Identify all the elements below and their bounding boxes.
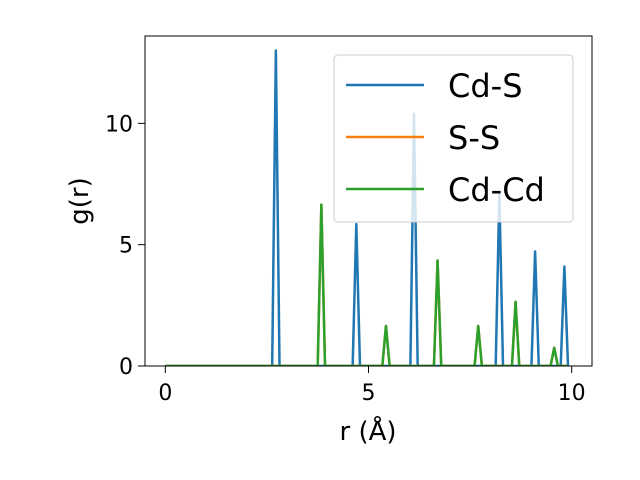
y-tick-label: 5 [119, 234, 133, 259]
y-axis-ticks: 0 5 10 [105, 112, 145, 380]
y-axis-label: g(r) [65, 177, 95, 224]
x-tick-label: 5 [362, 381, 376, 406]
x-axis-ticks: 0 5 10 [158, 366, 586, 406]
x-tick-label: 0 [158, 381, 172, 406]
x-tick-label: 10 [558, 381, 586, 406]
y-tick-label: 0 [119, 355, 133, 380]
legend-label-cd-s: Cd-S [448, 67, 523, 105]
legend-box [333, 54, 574, 223]
legend-label-cd-cd: Cd-Cd [448, 171, 545, 209]
legend: Cd-S S-S Cd-Cd [333, 54, 574, 223]
x-axis-label: r (Å) [339, 415, 396, 447]
legend-label-s-s: S-S [448, 119, 500, 157]
y-tick-label: 10 [105, 112, 133, 137]
